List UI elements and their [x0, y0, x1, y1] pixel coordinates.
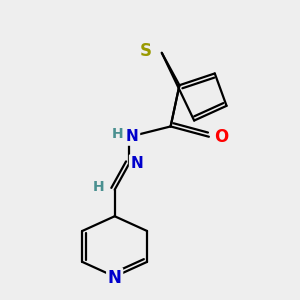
Text: H: H	[112, 128, 123, 141]
Text: O: O	[214, 128, 228, 146]
Text: H: H	[93, 180, 104, 194]
Text: H: H	[93, 180, 104, 194]
Text: N: N	[130, 156, 143, 171]
Text: H: H	[112, 128, 123, 141]
Text: N: N	[130, 156, 143, 171]
Text: S: S	[140, 42, 152, 60]
Text: O: O	[214, 128, 228, 146]
Text: N: N	[108, 269, 122, 287]
Text: N: N	[126, 129, 139, 144]
Text: N: N	[108, 269, 122, 287]
Text: S: S	[140, 42, 152, 60]
Text: N: N	[126, 129, 139, 144]
